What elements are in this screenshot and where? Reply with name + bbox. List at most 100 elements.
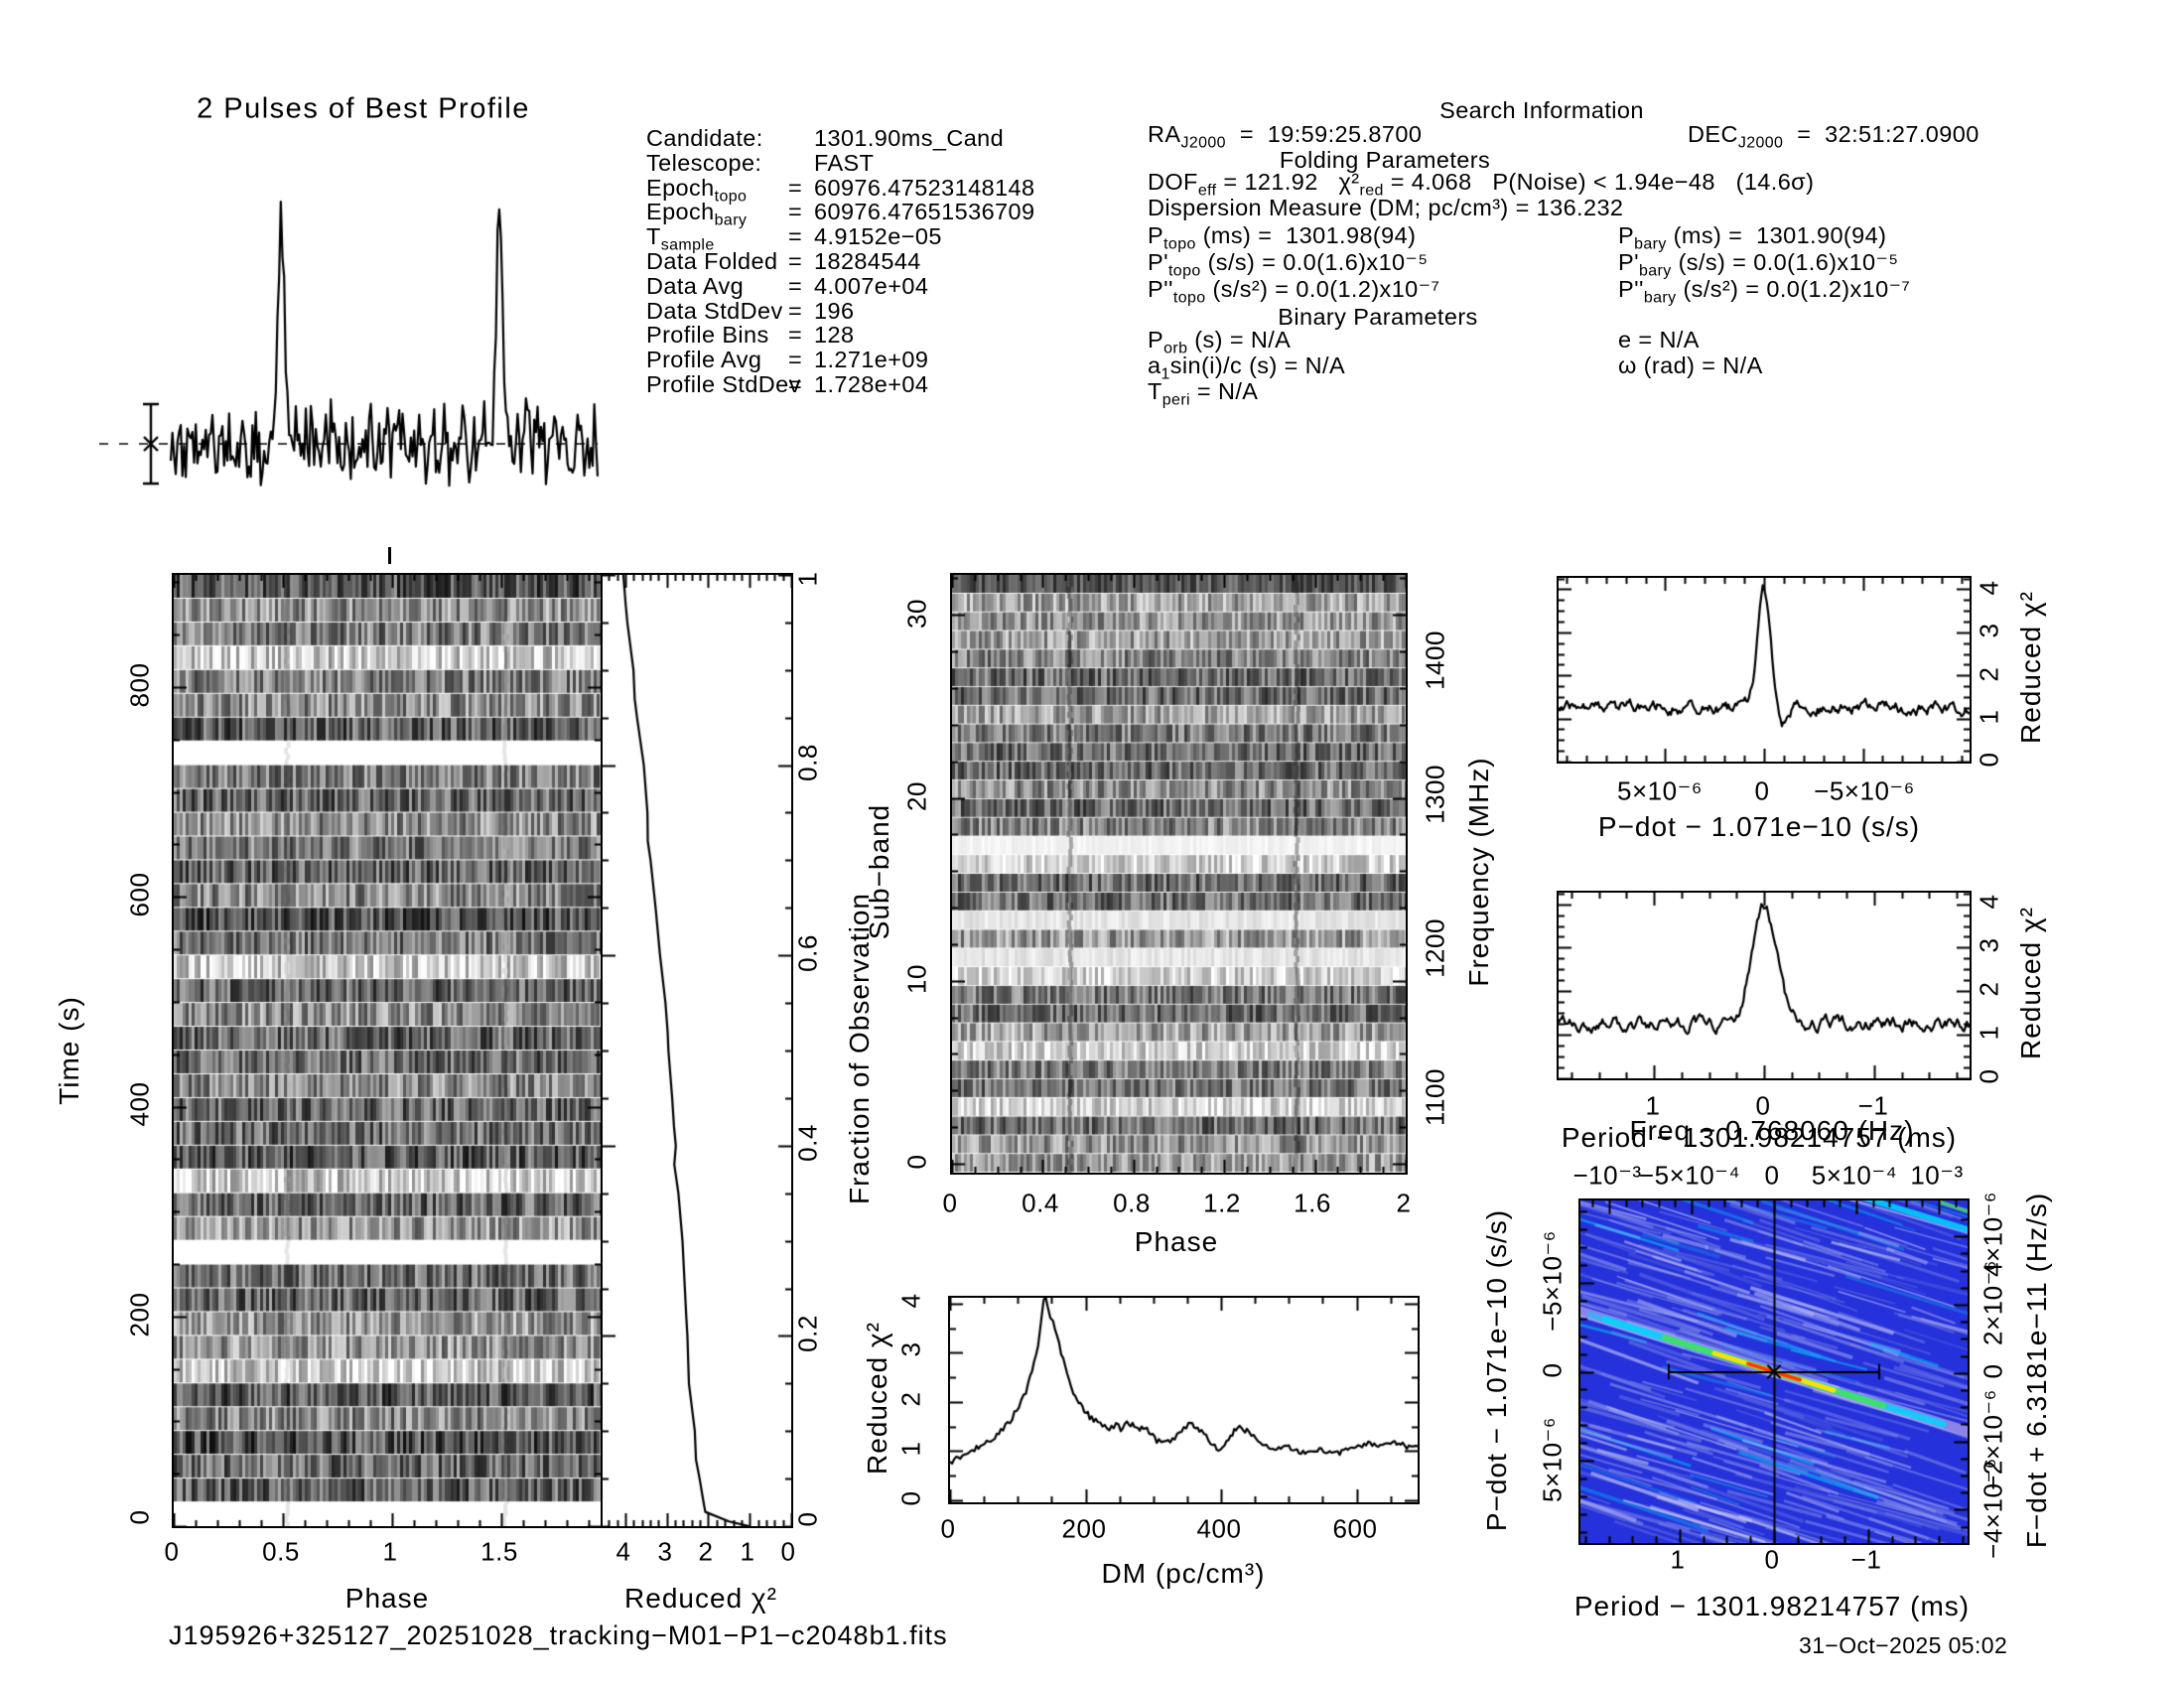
info-row: Telescope: FAST — [646, 149, 1034, 176]
ptopo-value: Ptopo (ms) = 1301.98(94) — [1148, 222, 1417, 253]
info-value: 1.728e+04 — [814, 370, 929, 397]
tick-label: 1 — [1974, 1025, 2004, 1041]
tick-label: 0 — [942, 1188, 958, 1218]
info-label: Tsample — [646, 223, 715, 254]
info-label: Data StdDev — [646, 297, 783, 324]
tick-label: −10⁻³ — [1572, 1160, 1642, 1191]
tick-label: 1.2 — [1203, 1188, 1241, 1218]
tick-label: 1 — [1670, 1544, 1686, 1575]
tick-label: −5×10⁻⁶ — [1537, 1230, 1568, 1332]
info-row: Profile StdDev = 1.728e+04 — [646, 370, 1034, 397]
redchi-axis-label-p: Reduced χ² — [2015, 907, 2046, 1059]
tick-label: 30 — [901, 599, 932, 629]
info-row: Data Avg = 4.007e+04 — [646, 272, 1034, 299]
ecc-value: e = N/A — [1618, 327, 1700, 352]
tick-label: −4×10⁻⁶ — [1978, 1458, 2008, 1559]
info-label: Profile StdDev — [646, 370, 801, 397]
info-value: 4.007e+04 — [814, 272, 929, 299]
tick-label: 10⁻³ — [1910, 1160, 1964, 1191]
redchi-axis-label-dm: Reduced χ² — [862, 1322, 892, 1475]
info-value: 60976.47523148148 — [814, 174, 1035, 201]
tick-label: 400 — [1196, 1513, 1242, 1544]
phase-axis-label: Phase — [344, 1583, 430, 1614]
tick-label: 0.4 — [792, 1124, 823, 1162]
tick-label: 0 — [164, 1536, 180, 1567]
tick-label: −5×10⁻⁴ — [1638, 1160, 1741, 1191]
tick-label: 1.5 — [480, 1536, 518, 1567]
info-equals: = — [788, 223, 803, 250]
tick-label: 0 — [1755, 1090, 1771, 1121]
omega-value: ω (rad) = N/A — [1618, 352, 1763, 378]
tick-label: 0 — [1974, 752, 2004, 768]
tick-label: 0 — [940, 1513, 956, 1544]
period-pdot-plane-map — [1578, 1198, 1970, 1545]
tick-label: 600 — [124, 872, 155, 917]
tick-label: 0 — [1978, 1363, 2008, 1379]
tick-label: 3 — [895, 1341, 926, 1357]
source-filename: J195926+325127_20251028_tracking−M01−P1−… — [169, 1620, 948, 1650]
tick-label: 0 — [895, 1490, 926, 1506]
info-label: Epochbary — [646, 199, 748, 230]
tick-label: 2 — [1974, 981, 2004, 997]
info-equals: = — [788, 247, 803, 274]
tick-label: 1 — [1645, 1090, 1661, 1121]
tick-label: 4 — [1974, 894, 2004, 910]
tick-label: 2 — [1396, 1188, 1412, 1218]
tick-label: 0 — [1764, 1160, 1780, 1191]
tick-label: 5×10⁻⁴ — [1811, 1160, 1898, 1191]
redchi-axis-label-pd: Reduced χ² — [2015, 591, 2046, 744]
tick-label: 10 — [901, 964, 932, 994]
ra-value: RAJ2000 = 19:59:25.8700 — [1148, 121, 1423, 152]
tick-label: 0 — [1537, 1362, 1568, 1378]
pdot-axis-label: P−dot − 1.071e−10 (s/s) — [1597, 811, 1921, 842]
info-row: Epochtopo = 60976.47523148148 — [646, 174, 1035, 206]
tick-label: 400 — [124, 1081, 155, 1127]
binary-params-title: Binary Parameters — [1278, 304, 1478, 330]
tick-label: 0.5 — [262, 1536, 300, 1567]
tick-label: 0.4 — [1022, 1188, 1059, 1218]
info-value: FAST — [814, 149, 875, 176]
tick-label: −1 — [1857, 1090, 1889, 1121]
time-axis-label: Time (s) — [54, 996, 84, 1105]
folding-params-title: Folding Parameters — [1279, 147, 1491, 173]
info-label: Profile Bins — [646, 322, 769, 349]
tick-label: 1 — [382, 1536, 398, 1567]
info-equals: = — [788, 272, 803, 299]
tick-label: 0.8 — [1113, 1188, 1151, 1218]
pddbary-value: P''bary (s/s²) = 0.0(1.2)x10⁻⁷ — [1618, 276, 1911, 307]
best-profile-plot — [99, 194, 606, 541]
profile-phase-tick — [388, 547, 391, 564]
subband-axis-label: Sub−band — [864, 803, 894, 940]
tperi-value: Tperi = N/A — [1148, 378, 1259, 409]
info-row: Tsample = 4.9152e−05 — [646, 223, 1034, 254]
map-freq-title: Freq − 0.768060 (Hz) — [1629, 1115, 1915, 1146]
tick-label: 0 — [1754, 775, 1770, 806]
pbary-value: Pbary (ms) = 1301.90(94) — [1618, 222, 1887, 253]
tick-label: 1 — [792, 571, 823, 587]
tick-label: 4 — [615, 1536, 631, 1567]
tick-label: 0 — [901, 1154, 932, 1170]
tick-label: 4 — [1974, 580, 2004, 596]
chi2-vs-pdot-plot — [1557, 576, 1972, 764]
tick-label: 600 — [1332, 1513, 1378, 1544]
tick-label: 1100 — [1420, 1068, 1450, 1126]
redchi-axis-label: Reduced χ² — [624, 1583, 777, 1614]
pddtopo-value: P''topo (s/s²) = 0.0(1.2)x10⁻⁷ — [1148, 276, 1440, 307]
info-equals: = — [788, 322, 803, 349]
tick-label: 200 — [124, 1292, 155, 1337]
profile-panel-title: 2 Pulses of Best Profile — [197, 92, 530, 125]
tick-label: 1300 — [1420, 765, 1450, 824]
tick-label: 5×10⁻⁶ — [1617, 775, 1703, 806]
info-equals: = — [788, 199, 803, 225]
info-row: Profile Bins = 128 — [646, 322, 1034, 349]
info-label: Data Folded — [646, 247, 778, 274]
dof-chi2-pnoise: DOFeff = 121.92 χ²red = 4.068 P(Noise) <… — [1148, 169, 1815, 200]
search-info-title: Search Information — [1439, 97, 1644, 123]
info-label: Data Avg — [646, 272, 745, 299]
info-equals — [788, 125, 814, 150]
time-vs-phase-greyscale — [172, 573, 603, 1528]
tick-label: 1.6 — [1294, 1188, 1331, 1218]
dm-value: Dispersion Measure (DM; pc/cm³) = 136.23… — [1148, 195, 1624, 220]
tick-label: 1400 — [1420, 631, 1450, 690]
period-axis-label: Period − 1301.98214757 (ms) — [1561, 1122, 1958, 1153]
